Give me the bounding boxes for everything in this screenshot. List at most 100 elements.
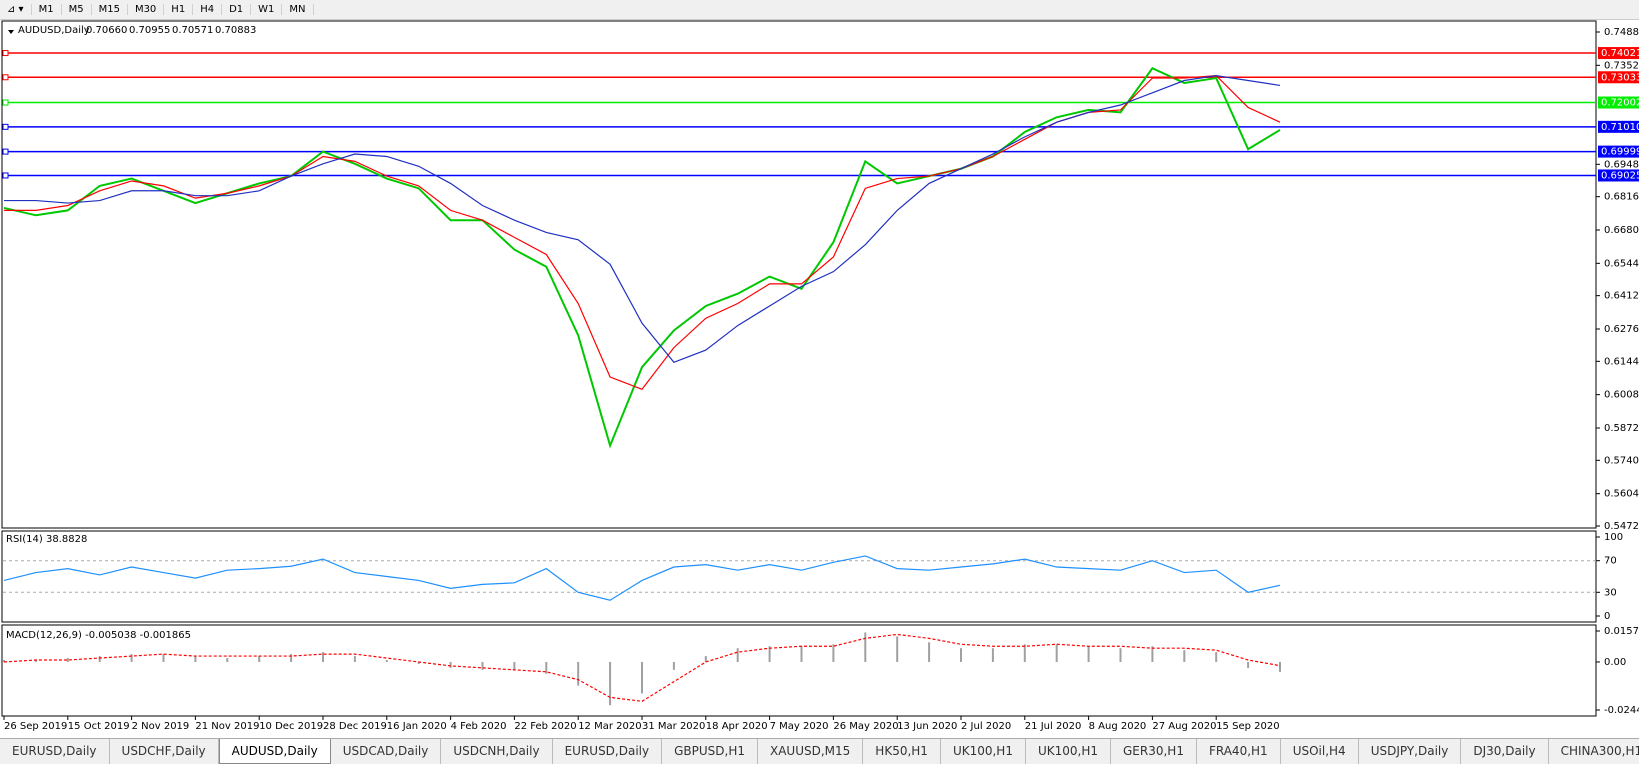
symbol-tab[interactable]: UK100,H1 [1026, 739, 1111, 764]
histogram-bar [641, 661, 643, 694]
indicator-title: RSI(14) 38.8828 [6, 534, 87, 545]
histogram-bar [1119, 648, 1122, 662]
histogram-bar [513, 661, 516, 670]
histogram-bar [545, 661, 548, 674]
indicator-title: MACD(12,26,9) -0.005038 -0.001865 [6, 630, 191, 641]
histogram-bar [194, 656, 197, 662]
symbol-tab[interactable]: GBPUSD,H1 [662, 739, 758, 764]
level-label: 0.69999 [1601, 147, 1639, 158]
level-label: 0.72002 [1601, 98, 1639, 109]
level-label-box [1598, 71, 1639, 84]
histogram-bar [417, 661, 420, 664]
level-label-box [1598, 169, 1639, 182]
rsi-panel [1, 530, 1597, 623]
histogram-bar [481, 661, 484, 670]
y-tick-label: 0 [1604, 611, 1610, 622]
symbol-tab[interactable]: USDJPY,Daily [1359, 739, 1462, 764]
symbol-tab[interactable]: EURUSD,Daily [0, 739, 110, 764]
level-label: 0.71010 [1601, 122, 1639, 133]
histogram-bar [736, 648, 739, 662]
level-label: 0.73033 [1601, 72, 1639, 83]
timeframe-button[interactable]: H1 [164, 4, 194, 15]
y-tick-label: 0.015741 [1604, 626, 1639, 637]
collapse-icon[interactable] [8, 30, 14, 34]
timeframe-button[interactable]: D1 [222, 4, 252, 15]
symbol-tab[interactable]: DJ30,Daily [1461, 739, 1549, 764]
histogram-bar [768, 646, 771, 662]
series-line [3, 555, 1281, 601]
x-tick-label: 8 Aug 2020 [1089, 721, 1147, 732]
histogram-bar [1151, 646, 1154, 662]
symbol-tab[interactable]: AUDUSD,Daily [218, 739, 331, 764]
symbol-tab[interactable]: FRA40,H1 [1197, 739, 1281, 764]
x-tick-label: 18 Apr 2020 [706, 721, 768, 732]
x-tick-label: 26 May 2020 [833, 721, 898, 732]
x-tick-label: 10 Dec 2019 [259, 721, 323, 732]
histogram-bar [832, 644, 835, 662]
histogram-bar [896, 636, 899, 662]
y-tick-label: 0.00 [1604, 657, 1626, 668]
level-label-box [1598, 120, 1639, 133]
symbol-tab[interactable]: CHINA300,H1 [1549, 739, 1639, 764]
histogram-bar [1055, 644, 1058, 662]
ohlc-value: 0.70571 [172, 25, 213, 36]
symbol-tab[interactable]: EURUSD,Daily [553, 739, 663, 764]
x-tick-label: 15 Oct 2019 [68, 721, 130, 732]
timeframe-button[interactable]: M15 [92, 4, 128, 15]
level-handle [2, 172, 9, 179]
timeframe-button[interactable]: MN [282, 4, 314, 15]
price-panel [1, 20, 1597, 529]
timeframe-button[interactable]: H4 [193, 4, 223, 15]
histogram-bar [34, 660, 37, 662]
symbol-tab[interactable]: USDCNH,Daily [441, 739, 553, 764]
histogram-bar [449, 661, 452, 668]
x-tick-label: 22 Feb 2020 [514, 721, 576, 732]
symbol-tab[interactable]: HK50,H1 [863, 739, 941, 764]
symbol-tab[interactable]: USDCAD,Daily [331, 739, 442, 764]
histogram-bar [3, 660, 5, 662]
histogram-bar [1247, 661, 1250, 668]
level-handle [2, 148, 9, 155]
timeframe-button[interactable]: M5 [62, 4, 92, 15]
histogram-bar [704, 656, 707, 662]
histogram-bar [960, 648, 962, 662]
histogram-bar [991, 648, 994, 662]
histogram-bar [258, 656, 261, 662]
tab-bar: EURUSD,Daily USDCHF,Daily AUDUSD,Daily USDC… [0, 738, 1639, 764]
histogram-bar [800, 646, 803, 662]
timeframe-button[interactable]: M1 [32, 4, 62, 15]
symbol-tab[interactable]: UK100,H1 [941, 739, 1026, 764]
timeframe-button[interactable]: M30 [128, 4, 165, 15]
histogram-bar [577, 661, 580, 686]
x-tick-label: 12 Mar 2020 [578, 721, 641, 732]
histogram-bar [672, 661, 675, 670]
histogram-bar [322, 652, 324, 662]
histogram-bar [130, 654, 133, 662]
ohlc-value: 0.70955 [129, 25, 170, 36]
timeframe-button[interactable]: W1 [251, 4, 283, 15]
symbol-tab[interactable]: GER30,H1 [1111, 739, 1197, 764]
histogram-bar [928, 642, 931, 662]
symbol-tab[interactable]: XAUUSD,M15 [758, 739, 864, 764]
level-label-box [1598, 96, 1639, 109]
level-label: 0.74021 [1601, 48, 1639, 59]
symbol-tab[interactable]: USDCHF,Daily [110, 739, 219, 764]
x-tick-label: 2 Jul 2020 [961, 721, 1011, 732]
symbol-tab[interactable]: USOil,H4 [1281, 739, 1359, 764]
histogram-bar [1087, 646, 1090, 662]
series-line [4, 75, 1281, 364]
histogram-bar [1023, 644, 1026, 662]
histogram-bar [226, 658, 229, 662]
toolbar-icon[interactable]: ⊿ ▾ [0, 4, 32, 15]
histogram-bar [864, 632, 867, 662]
y-tick-label: -0.024412 [1604, 705, 1639, 716]
